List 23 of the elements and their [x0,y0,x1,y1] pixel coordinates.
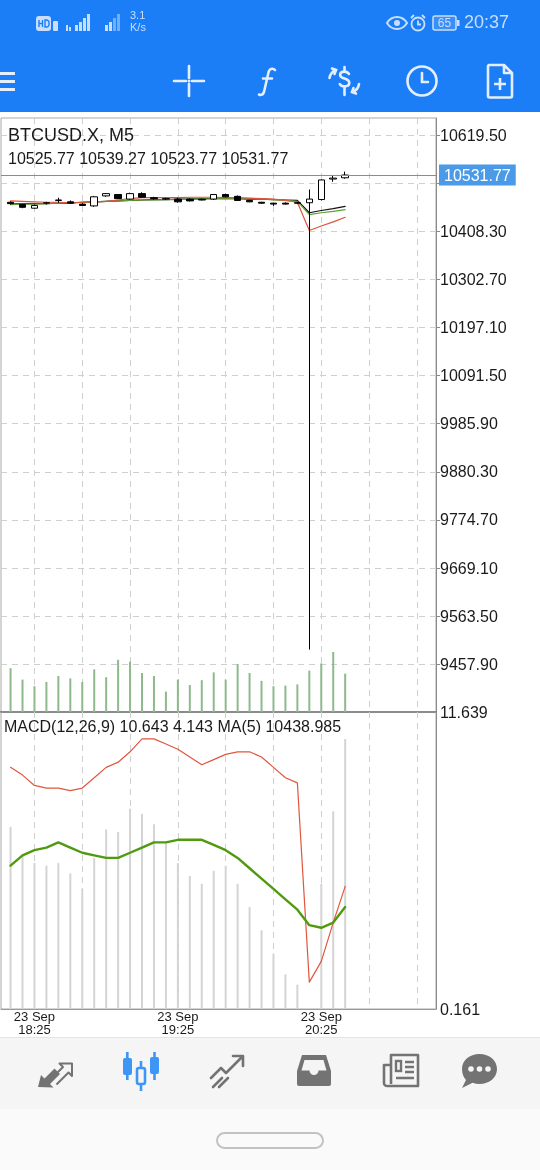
y-tick-label: 10197.10 [440,318,507,336]
y-tick-label: 11.639 [440,703,488,721]
y-tick-label: 9774.70 [440,511,498,529]
y-tick-label: 0.161 [440,1000,481,1018]
text: 3.1 K/s [130,9,147,33]
y-tick-label: 10619.50 [440,126,507,144]
x-tick-label: 23 Sep 20:25 [299,1009,343,1037]
y-tick-label: 10408.30 [440,222,507,240]
ref-line-label: 10531.77 [444,166,511,184]
y-tick-label: 9880.30 [440,463,498,481]
y-tick-label: 9563.50 [440,607,498,625]
y-tick-label: 9669.10 [440,559,498,577]
text: 65 [433,16,456,30]
y-tick-label: 9457.90 [440,655,498,673]
x-tick-label: 23 Sep 19:25 [156,1009,200,1037]
x-tick-label: 23 Sep 18:25 [12,1009,57,1037]
y-tick-label: 10091.50 [440,367,507,385]
y-tick-label: 10302.70 [440,270,507,288]
chart-title: MACD(12,26,9) 10.643 4.143 MA(5) 10438.985 [4,717,342,735]
text: 10525.77 10539.27 10523.77 10531.77 [8,149,289,167]
y-tick-label: 9985.90 [440,415,498,433]
chart-title: BTCUSD.X, M5 [8,125,135,145]
text: 20:37 [464,11,510,33]
